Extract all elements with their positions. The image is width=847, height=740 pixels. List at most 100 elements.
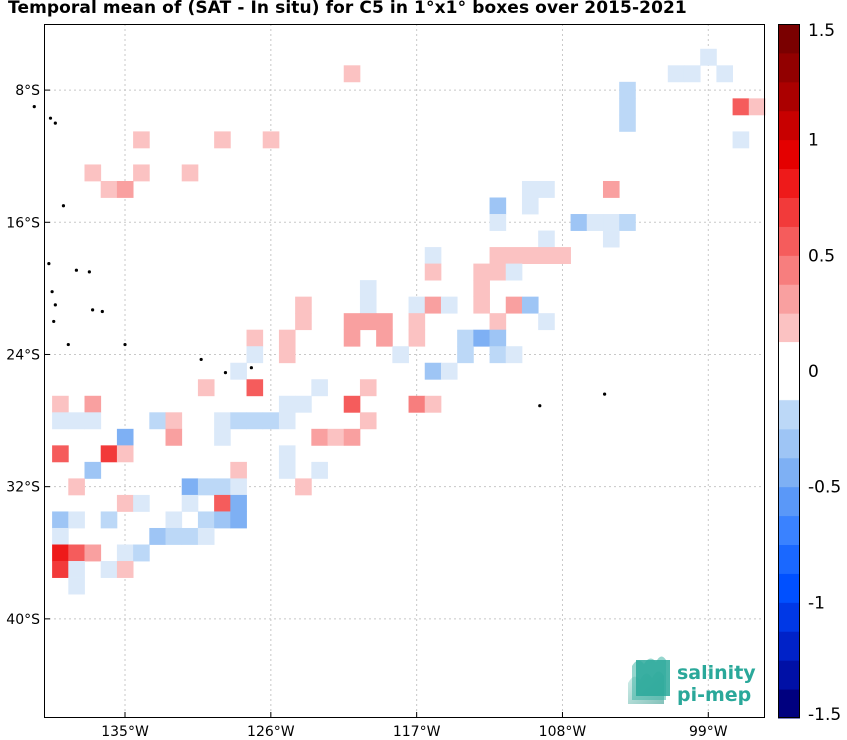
heatmap-cell [343, 395, 361, 413]
heatmap-cell [84, 544, 102, 562]
heatmap-cell [311, 428, 328, 446]
chart-title: Temporal mean of (SAT - In situ) for C5 … [8, 0, 687, 18]
heatmap-cell [700, 48, 717, 66]
colorbar-tick-label: 0.5 [808, 246, 835, 266]
heatmap-cell [424, 395, 442, 413]
logo-line1: salinity [677, 662, 756, 684]
island-dot [48, 116, 53, 120]
heatmap-cell [602, 230, 620, 248]
pimep-logo: salinity pi-mep [628, 656, 756, 706]
heatmap-cell [440, 296, 458, 314]
heatmap-cell [116, 428, 134, 446]
colorbar-segment [778, 255, 800, 285]
heatmap-cell [748, 98, 766, 116]
island-dot [53, 121, 57, 125]
colorbar-frame [778, 24, 800, 718]
heatmap-cell [165, 511, 183, 529]
colorbar-tick-label: -1 [808, 593, 825, 613]
island-dot [538, 404, 542, 408]
colorbar-segment [778, 689, 800, 719]
y-tick-label: 16°S [6, 215, 40, 231]
heatmap-cell [376, 329, 393, 347]
heatmap-cell [538, 180, 555, 198]
colorbar-segment [778, 24, 800, 54]
heatmap-cell [538, 313, 555, 331]
heatmap-cell [262, 131, 280, 149]
heatmap-cell [133, 544, 150, 562]
colorbar [778, 24, 800, 719]
gridlines [44, 24, 765, 718]
heatmap-cell [278, 395, 296, 413]
heatmap-cell [165, 527, 183, 545]
heatmap-cell [489, 313, 507, 331]
island-dot [32, 105, 36, 109]
colorbar-segment [778, 313, 800, 343]
heatmap-cell [100, 445, 118, 463]
heatmap-cell [489, 263, 507, 281]
colorbar-tick-label: 1.5 [808, 21, 835, 41]
colorbar-tick-label: 1 [808, 131, 819, 151]
heatmap-cell [52, 544, 69, 562]
x-tick-label: 135°W [101, 724, 149, 740]
heatmap-cell [538, 247, 555, 264]
heatmap-cell [133, 164, 150, 182]
heatmap-cell [133, 131, 150, 149]
island-dot [199, 357, 203, 362]
heatmap-cell [489, 247, 507, 264]
heatmap-cell [392, 346, 409, 364]
heatmap-cells [52, 48, 766, 595]
heatmap-cell [457, 329, 474, 347]
heatmap-cell [473, 296, 490, 314]
plot-frame [44, 24, 765, 718]
heatmap-cell [197, 478, 215, 496]
colorbar-ticks: 1.5 1 0.5 0 -0.5 -1 -1.5 [808, 21, 841, 725]
heatmap-cell [489, 197, 507, 215]
logo-line2: pi-mep [677, 684, 751, 706]
heatmap-cell [489, 346, 507, 364]
salinity-waves-icon [628, 656, 670, 704]
heatmap-cell [165, 412, 183, 430]
island-dot [61, 204, 66, 208]
colorbar-tick-label: -1.5 [808, 705, 841, 725]
heatmap-cell [230, 412, 247, 430]
heatmap-cell [84, 395, 102, 413]
y-tick-label: 40°S [6, 612, 40, 628]
heatmap-cell [100, 180, 118, 198]
heatmap-cell [295, 478, 312, 496]
heatmap-cell [278, 412, 296, 430]
heatmap-cell [602, 214, 620, 231]
island-dot [91, 308, 95, 312]
heatmap-cell [667, 65, 685, 83]
island-dot [53, 303, 57, 307]
heatmap-cell [343, 329, 361, 347]
heatmap-cell [570, 214, 588, 231]
heatmap-cell [505, 247, 523, 264]
heatmap-cell [359, 379, 377, 397]
heatmap-cell [408, 395, 426, 413]
heatmap-cell [716, 65, 733, 83]
colorbar-segment [778, 573, 800, 603]
y-tick-label: 8°S [15, 83, 40, 99]
heatmap-cell [84, 164, 102, 182]
heatmap-cell [619, 214, 636, 231]
island-dot [50, 290, 54, 294]
heatmap-cell [619, 114, 636, 132]
heatmap-cell [197, 527, 215, 545]
x-axis-ticks: 135°W 126°W 117°W 108°W 99°W [101, 712, 728, 740]
island-dot [223, 371, 228, 375]
heatmap-cell [116, 180, 134, 198]
heatmap-cell [84, 461, 102, 479]
colorbar-tick-label: 0 [808, 362, 819, 382]
colorbar-segment [778, 81, 800, 112]
heatmap-cell [489, 214, 507, 231]
y-tick-label: 32°S [6, 480, 40, 496]
heatmap-cell [505, 346, 523, 364]
colorbar-zero-band [778, 342, 800, 400]
heatmap-cell [52, 445, 69, 463]
heatmap-cell [133, 494, 150, 512]
heatmap-cell [230, 461, 247, 479]
x-tick-label: 99°W [689, 724, 728, 740]
heatmap-cell [311, 379, 328, 397]
heatmap-cell [473, 280, 490, 298]
heatmap-cell [473, 329, 490, 347]
